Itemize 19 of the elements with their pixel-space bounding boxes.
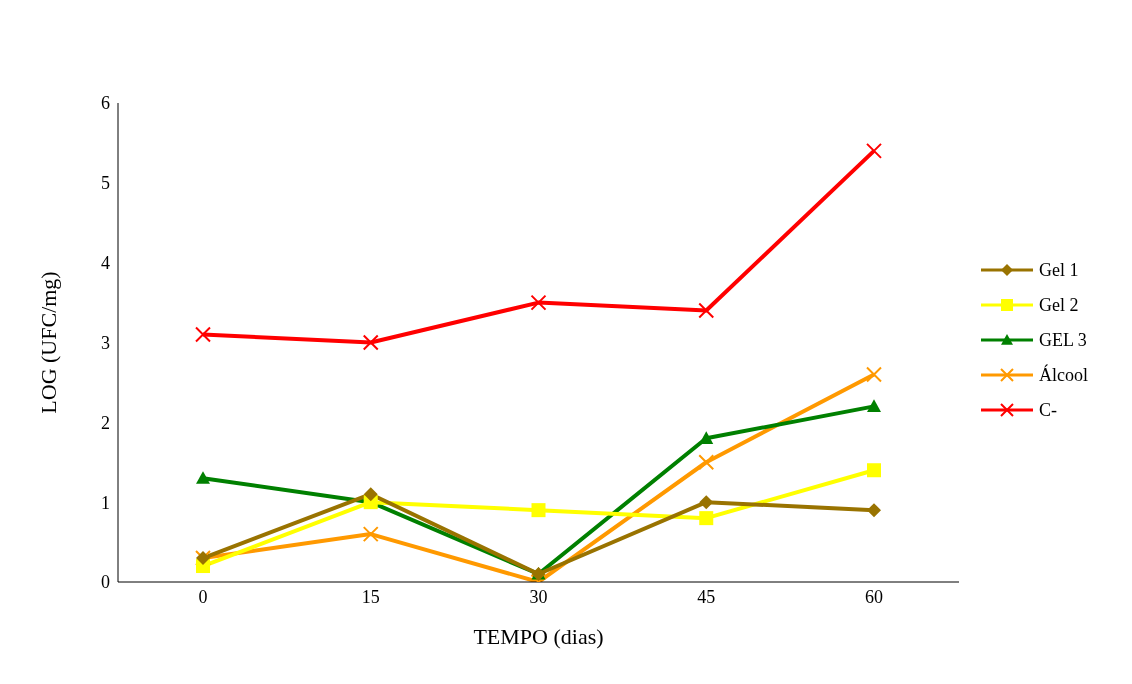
y-tick-label: 6 bbox=[101, 93, 110, 114]
x-tick-label: 60 bbox=[865, 586, 883, 607]
x-tick-label: 45 bbox=[697, 586, 716, 607]
y-tick-label: 2 bbox=[101, 412, 110, 433]
x-tick-label: 30 bbox=[529, 586, 548, 607]
legend-label: C- bbox=[1039, 399, 1057, 421]
y-tick-label: 3 bbox=[101, 332, 110, 353]
legend-label: GEL 3 bbox=[1039, 329, 1087, 351]
x-tick-label: 15 bbox=[361, 586, 380, 607]
x-tick-label: 0 bbox=[198, 586, 208, 607]
legend-label: Gel 1 bbox=[1039, 259, 1079, 281]
legend-label: Álcool bbox=[1039, 364, 1088, 386]
y-tick-label: 5 bbox=[101, 173, 110, 194]
legend-label: Gel 2 bbox=[1039, 294, 1079, 316]
y-tick-label: 0 bbox=[101, 572, 110, 593]
y-tick-label: 4 bbox=[101, 253, 110, 274]
y-tick-label: 1 bbox=[101, 492, 110, 513]
x-axis-title: TEMPO (dias) bbox=[473, 624, 604, 649]
y-axis-title: LOG (UFC/mg) bbox=[35, 271, 61, 414]
